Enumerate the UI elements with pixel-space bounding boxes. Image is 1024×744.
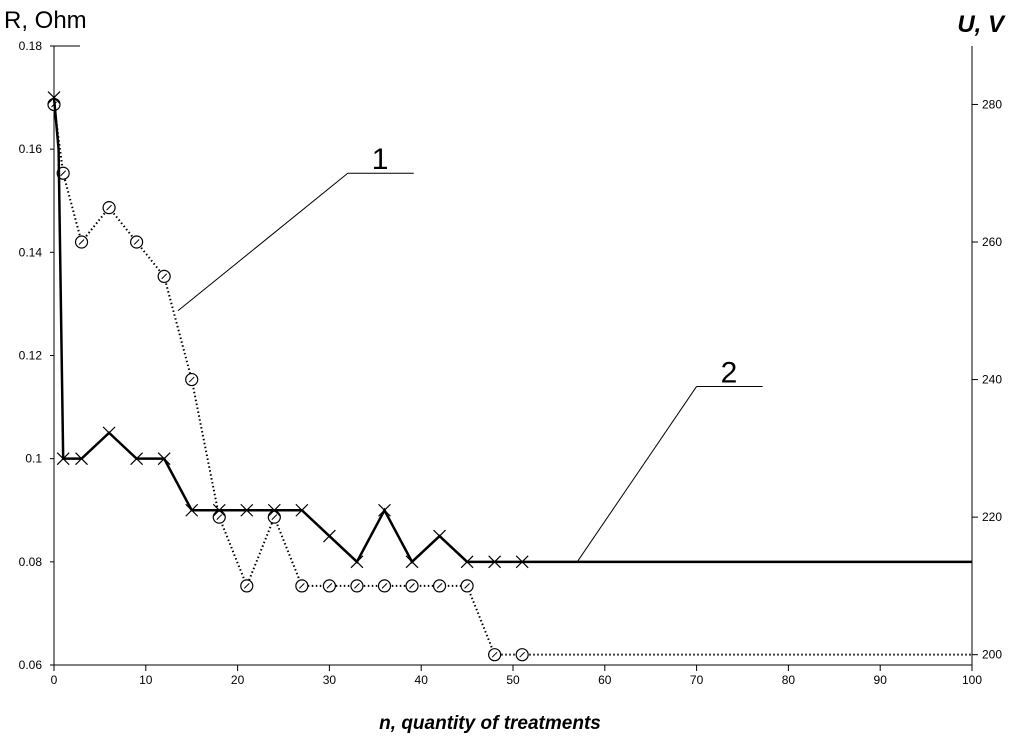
- y-right-tick-label: 240: [982, 373, 1002, 387]
- series-1-point-slash: [271, 514, 278, 520]
- series-2-point: [322, 529, 336, 543]
- x-tick-label: 100: [962, 673, 982, 687]
- x-tick-label: 40: [415, 673, 429, 687]
- series-1-point-slash: [491, 651, 498, 658]
- x-axis-title: n, quantity of treatments: [379, 713, 601, 734]
- series-2-point: [56, 452, 70, 466]
- series-1-point-slash: [188, 376, 195, 383]
- series-1-point-slash: [409, 583, 415, 589]
- x-tick-label: 80: [782, 673, 796, 687]
- series-2-point: [460, 555, 474, 569]
- series-2-point: [75, 452, 88, 466]
- y-left-tick-label: 0.12: [19, 349, 43, 363]
- series-1-point-slash: [133, 239, 140, 245]
- series-2-point: [102, 426, 116, 440]
- y-left-tick-label: 0.14: [19, 245, 43, 259]
- x-tick-label: 50: [506, 673, 520, 687]
- y-left-tick-label: 0.06: [19, 658, 43, 672]
- series-2-point: [130, 452, 144, 466]
- x-tick-label: 10: [139, 673, 153, 687]
- x-tick-label: 70: [690, 673, 704, 687]
- series-1-point-slash: [436, 583, 443, 589]
- y-left-tick-label: 0.1: [25, 452, 42, 466]
- series-2-point: [212, 503, 226, 517]
- x-tick-label: 20: [231, 673, 245, 687]
- x-tick-label: 90: [874, 673, 888, 687]
- series-2: [47, 91, 972, 569]
- series-1-point-slash: [299, 583, 305, 589]
- series-2-point: [47, 91, 61, 105]
- series-2-point: [488, 555, 502, 569]
- series-line-1: [53, 104, 972, 656]
- series-2-point: [350, 555, 364, 569]
- y-left-tick-label: 0.08: [19, 555, 43, 569]
- y-right-tick-label: 220: [982, 510, 1002, 524]
- annotations-layer: 12: [177, 143, 763, 563]
- series-2-point: [267, 503, 281, 517]
- axes: 0 10 20 30 40 50 60 70 80 90 100 0.06 0.08 0.1 0.12 0.1…: [19, 39, 1003, 687]
- series-2-point: [157, 452, 171, 466]
- series-2-point: [405, 555, 419, 569]
- series-1-point-slash: [519, 651, 526, 658]
- callout-label-2: 2: [721, 356, 738, 389]
- y-right-tick-label: 260: [982, 235, 1002, 249]
- series-2-point: [378, 503, 391, 517]
- y-left-tick-label: 0.18: [19, 39, 43, 53]
- y-right-tick-label: 280: [982, 97, 1002, 111]
- y-right-tick-label: 200: [982, 648, 1002, 662]
- series-layer: [47, 91, 972, 662]
- series-1-point-slash: [326, 583, 333, 589]
- x-tick-label: 0: [51, 673, 58, 687]
- callout-2: 2: [576, 356, 763, 563]
- series-1-point-slash: [243, 583, 250, 589]
- y-axis-right-title: U, V: [957, 11, 1006, 38]
- series-2-point: [515, 555, 529, 569]
- series-2-point: [295, 503, 309, 517]
- series-1-point-slash: [161, 273, 168, 280]
- series-1-point-slash: [381, 583, 388, 589]
- series-1: [47, 97, 972, 662]
- y-axis-left-title: R, Ohm: [4, 7, 87, 34]
- series-2-point: [433, 529, 446, 543]
- callout-leader-1: [177, 172, 349, 312]
- series-1-point-slash: [216, 514, 223, 520]
- series-1-point-slash: [464, 583, 470, 589]
- callout-1: 1: [177, 143, 414, 312]
- series-2-point: [240, 503, 254, 517]
- x-tick-label: 30: [323, 673, 337, 687]
- callout-leader-2: [576, 386, 698, 563]
- series-1-point-slash: [60, 170, 67, 177]
- x-tick-label: 60: [598, 673, 612, 687]
- y-left-tick-label: 0.16: [19, 142, 43, 156]
- series-1-point-slash: [354, 583, 360, 589]
- series-1-point-slash: [106, 204, 112, 211]
- callout-label-1: 1: [372, 143, 389, 176]
- series-line-2: [52, 97, 972, 564]
- series-1-point-slash: [78, 239, 85, 245]
- series-2-point: [185, 503, 199, 517]
